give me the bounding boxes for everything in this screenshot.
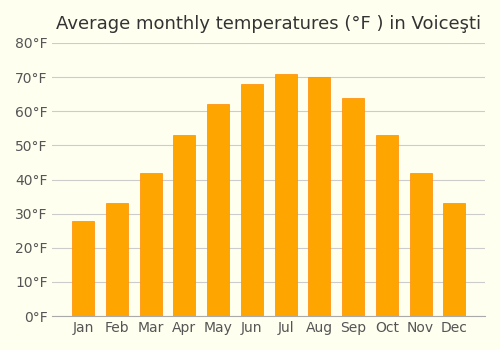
Bar — [106, 203, 128, 316]
Bar — [174, 135, 196, 316]
Title: Average monthly temperatures (°F ) in Voiceşti: Average monthly temperatures (°F ) in Vo… — [56, 15, 482, 33]
Bar — [308, 77, 330, 316]
Bar — [140, 173, 162, 316]
Bar — [444, 203, 466, 316]
Bar — [72, 220, 94, 316]
Bar — [342, 98, 364, 316]
Bar — [241, 84, 263, 316]
Bar — [207, 104, 229, 316]
Bar — [376, 135, 398, 316]
Bar — [274, 74, 296, 316]
Bar — [410, 173, 432, 316]
